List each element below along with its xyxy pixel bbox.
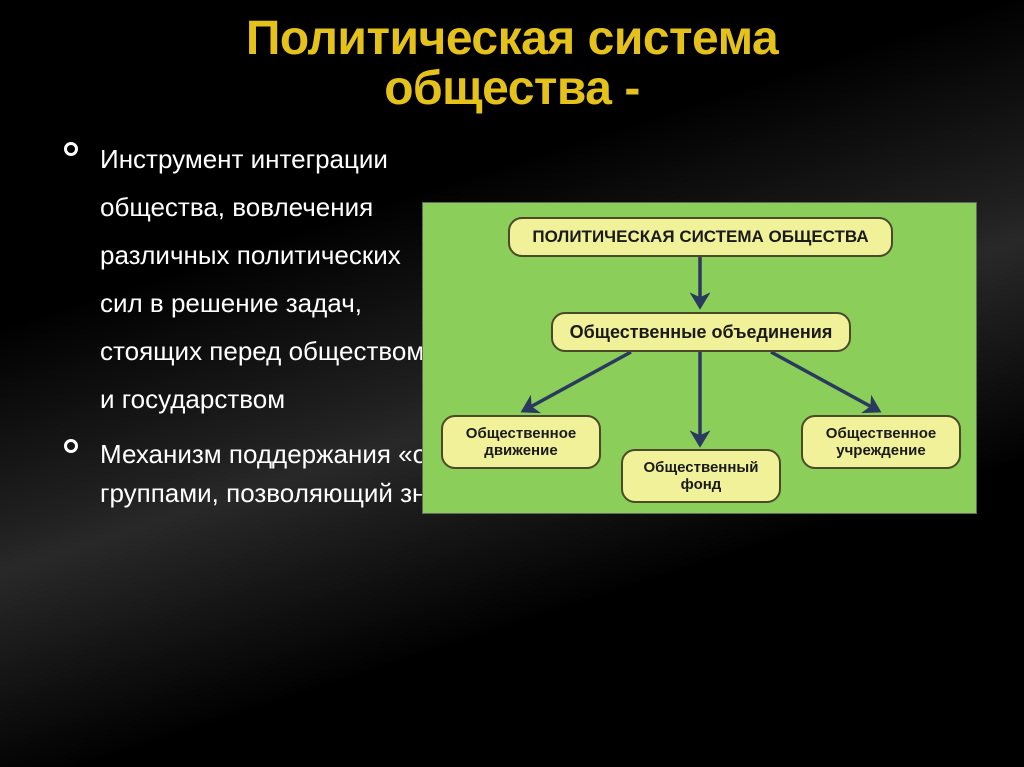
diagram-node-assoc: Общественные объединения bbox=[551, 312, 851, 352]
diagram-edge bbox=[523, 352, 631, 411]
slide-title: Политическая система общества - bbox=[0, 0, 1024, 115]
diagram-node-root: ПОЛИТИЧЕСКАЯ СИСТЕМА ОБЩЕСТВА bbox=[508, 217, 893, 257]
bullet-text-1: Инструмент интеграции общества, вовлечен… bbox=[100, 135, 430, 424]
diagram-node-mov: Общественноедвижение bbox=[441, 415, 601, 469]
diagram-panel: ПОЛИТИЧЕСКАЯ СИСТЕМА ОБЩЕСТВА Общественны… bbox=[422, 202, 977, 514]
slide: Политическая система общества - Инструме… bbox=[0, 0, 1024, 767]
title-line-2: общества - bbox=[384, 62, 640, 115]
diagram-node-inst: Общественноеучреждение bbox=[801, 415, 961, 469]
diagram-node-fund: Общественныйфонд bbox=[621, 449, 781, 503]
diagram-edge bbox=[771, 352, 879, 411]
title-line-1: Политическая система bbox=[246, 12, 778, 65]
